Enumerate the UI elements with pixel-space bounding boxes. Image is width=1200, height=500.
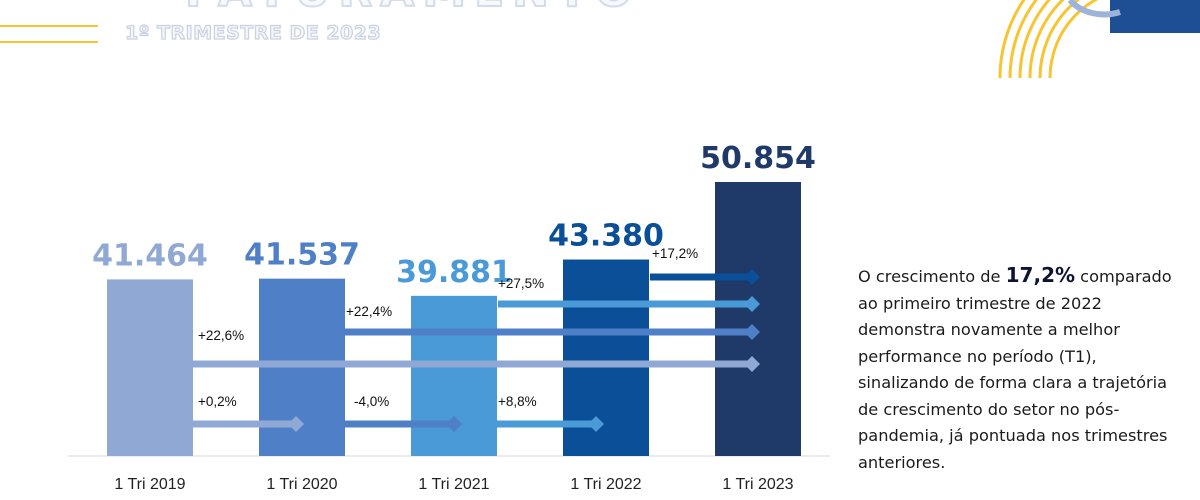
growth-arrow-head: [744, 356, 760, 372]
bar-value-label: 41.537: [244, 238, 360, 273]
page-subtitle: 1º TRIMESTRE DE 2023: [124, 21, 382, 44]
growth-label: -4,0%: [354, 394, 389, 409]
growth-label: +8,8%: [498, 394, 537, 409]
bar-1: [107, 279, 193, 456]
growth-label: +22,4%: [346, 304, 392, 319]
x-tick-label: 1 Tri 2023: [722, 476, 793, 493]
bar-chart: 41.464 1 Tri 2019 41.537 1 Tri 2020 39.881 1 …: [68, 141, 830, 493]
x-tick-label: 1 Tri 2021: [418, 476, 489, 493]
growth-arrow-head: [588, 416, 604, 432]
bar-value-label: 41.464: [92, 238, 208, 273]
growth-label: +17,2%: [652, 246, 698, 261]
growth-arrow-head: [446, 416, 462, 432]
corner-arc-accent: [1067, 0, 1121, 18]
header-decoration-lines: [0, 25, 98, 43]
growth-label: +27,5%: [498, 276, 544, 291]
growth-arrow-head: [744, 269, 760, 285]
growth-arrow-head: [744, 324, 760, 340]
commentary-highlight: 17,2%: [1005, 263, 1076, 287]
growth-label: +0,2%: [198, 394, 237, 409]
corner-block: [1110, 0, 1200, 33]
commentary-body: comparado ao primeiro trimestre de 2022 …: [858, 267, 1172, 472]
bar-5: [715, 182, 801, 456]
x-tick-label: 1 Tri 2019: [114, 476, 185, 493]
growth-label: +22,6%: [198, 328, 244, 343]
commentary-text: O crescimento de 17,2% comparado ao prim…: [858, 262, 1178, 476]
arc-decoration: [998, 0, 1099, 79]
growth-arrow-head: [744, 296, 760, 312]
bar-value-label: 43.380: [548, 219, 664, 254]
growth-arrow-head: [288, 416, 304, 432]
bar-value-label: 39.881: [396, 255, 512, 290]
commentary-intro: O crescimento de: [858, 267, 1006, 286]
page-title: FATURAMENTO: [184, 0, 640, 18]
corner-decoration: [998, 0, 1200, 79]
bar-value-label: 50.854: [700, 141, 816, 176]
x-tick-label: 1 Tri 2022: [570, 476, 641, 493]
x-tick-label: 1 Tri 2020: [266, 476, 337, 493]
